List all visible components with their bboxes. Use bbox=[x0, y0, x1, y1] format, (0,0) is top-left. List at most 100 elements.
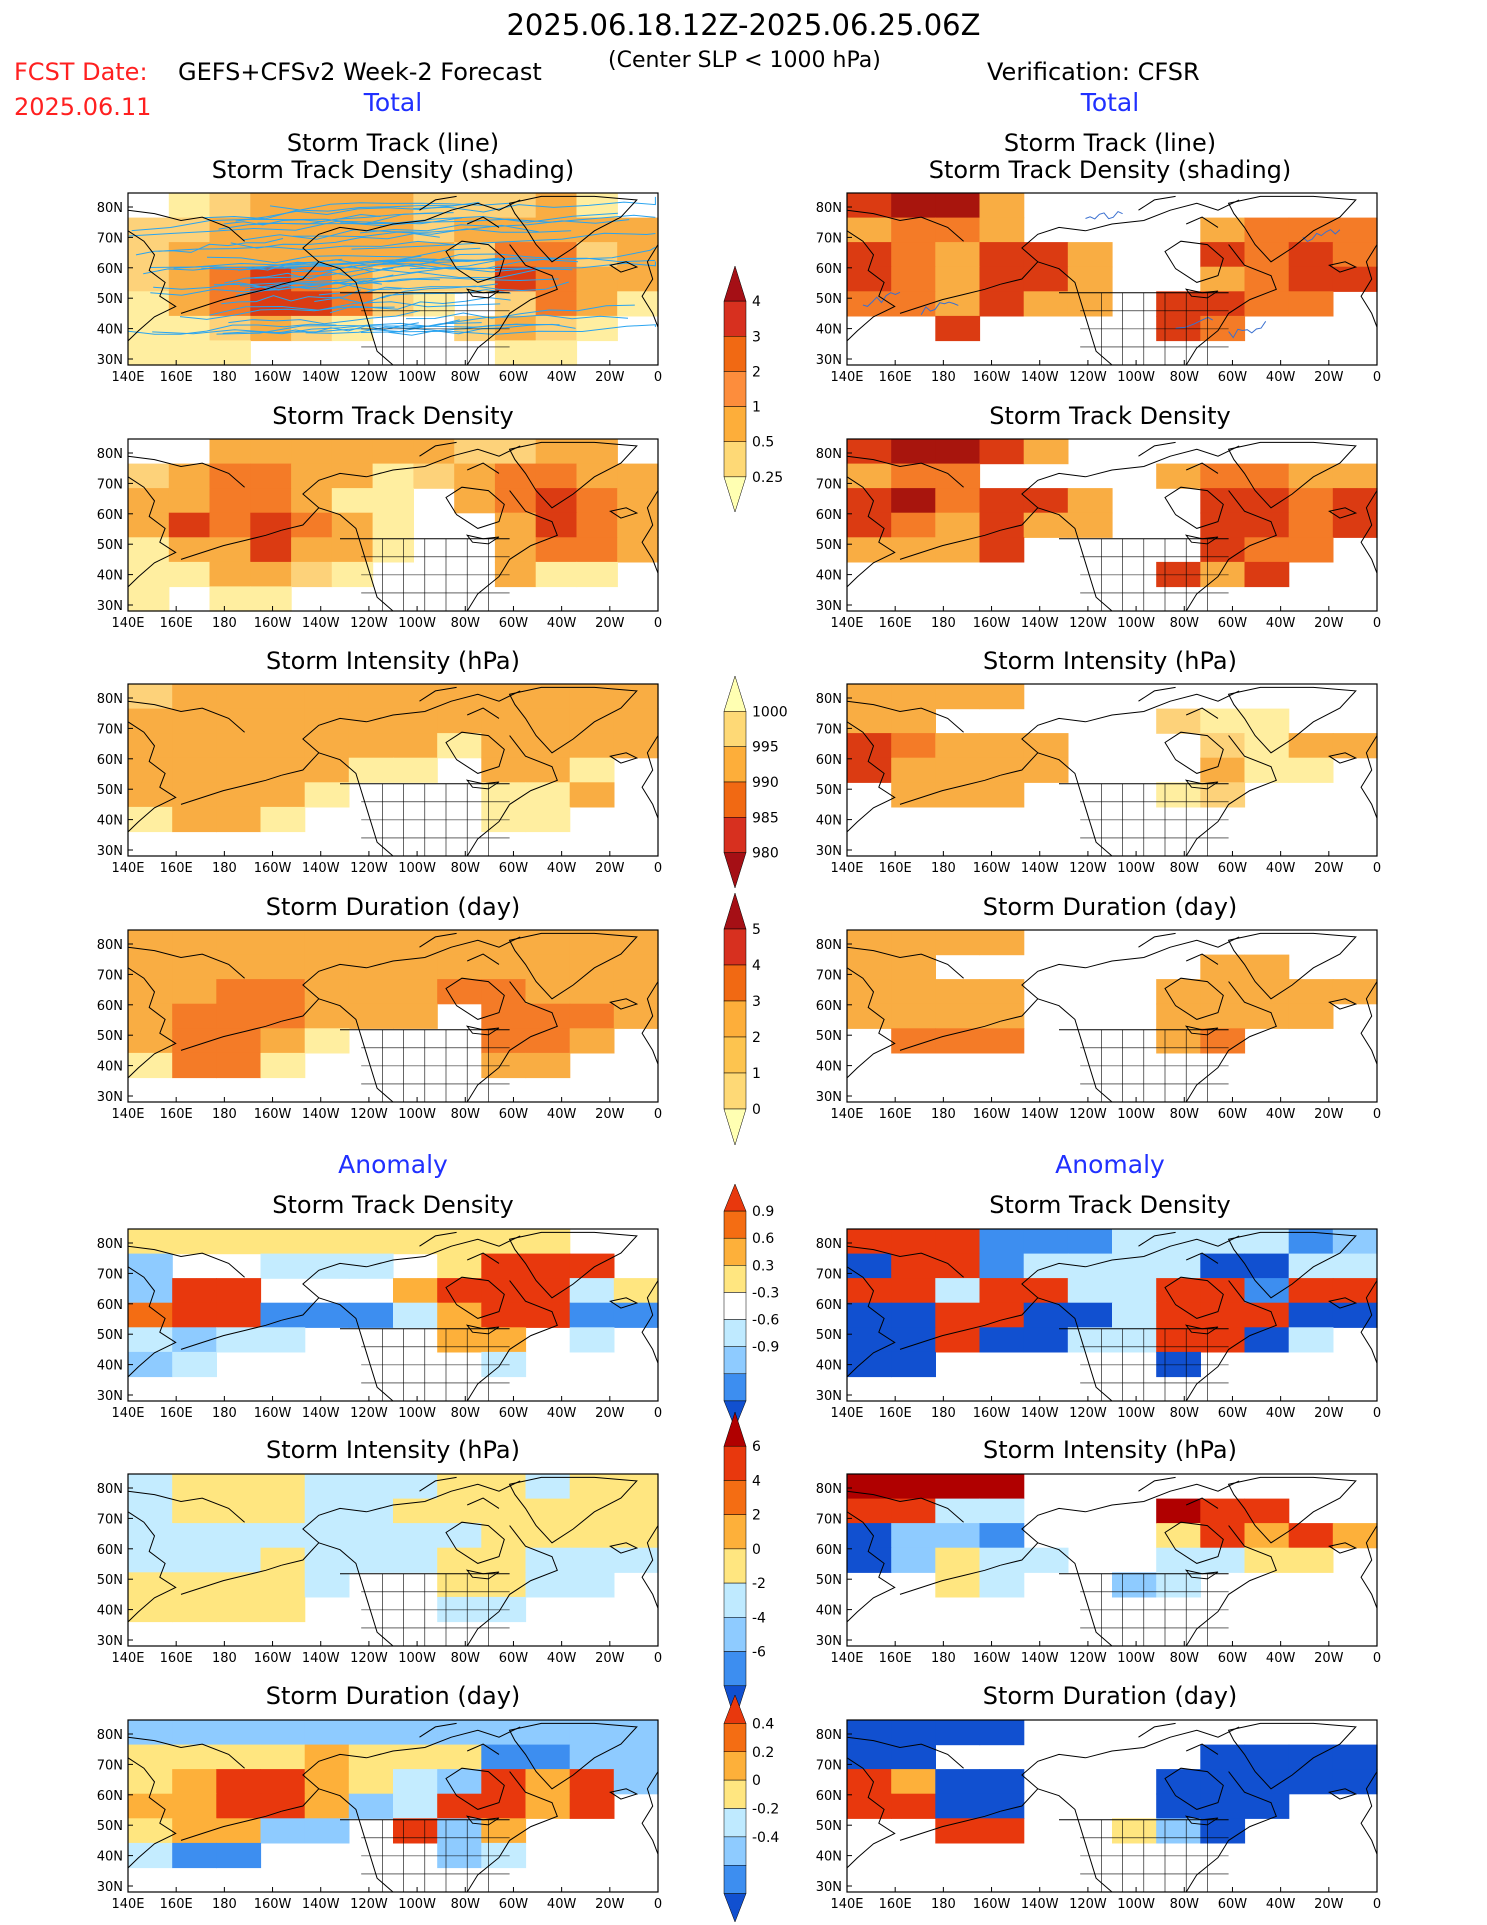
shading-cell bbox=[1288, 537, 1334, 563]
shading-cell bbox=[216, 1278, 262, 1304]
colorbar-arrow-top bbox=[723, 265, 747, 302]
lon-label: 180 bbox=[212, 1651, 237, 1666]
lat-label: 70N bbox=[816, 1758, 842, 1773]
shading-cell bbox=[1244, 537, 1290, 563]
shading-cell bbox=[891, 1474, 936, 1500]
lat-label: 30N bbox=[97, 1090, 123, 1105]
lat-label: 70N bbox=[816, 1267, 842, 1282]
shading-cell bbox=[569, 979, 615, 1005]
lat-label: 80N bbox=[97, 1728, 123, 1743]
shading-cell bbox=[569, 782, 615, 808]
coastline bbox=[127, 1245, 245, 1278]
shading-cell bbox=[935, 1003, 981, 1029]
shading-cell bbox=[979, 1278, 1025, 1304]
right-panel-1-state-borders bbox=[1080, 292, 1229, 365]
shading-cell bbox=[935, 1523, 981, 1549]
shading-cell bbox=[935, 537, 981, 563]
shading-cell bbox=[437, 1720, 482, 1746]
shading-cell bbox=[128, 1327, 173, 1353]
lat-label: 40N bbox=[816, 569, 842, 584]
shading-cell bbox=[494, 537, 537, 563]
shading-cell bbox=[1200, 1253, 1246, 1279]
shading-cell bbox=[1156, 782, 1201, 808]
left-panel-1-coastlines bbox=[127, 195, 659, 366]
shading-cell bbox=[348, 954, 394, 980]
shading-cell bbox=[168, 463, 211, 489]
coastline bbox=[127, 476, 177, 588]
right-panel-3-state-borders bbox=[1080, 783, 1229, 856]
shading-cell bbox=[935, 439, 981, 465]
lat-label: 40N bbox=[816, 1850, 842, 1865]
lon-label: 0 bbox=[1373, 1107, 1381, 1122]
coastline bbox=[466, 490, 558, 612]
shading-cell bbox=[128, 979, 173, 1005]
lon-label: 160W bbox=[254, 616, 292, 631]
shading-cell bbox=[1332, 1253, 1378, 1279]
shading-cell bbox=[216, 733, 262, 759]
colorbar-label: 0.6 bbox=[752, 1231, 774, 1247]
coastline bbox=[1328, 1788, 1358, 1800]
lat-label: 30N bbox=[97, 1634, 123, 1649]
coastline bbox=[1138, 932, 1219, 965]
lon-label: 160E bbox=[879, 616, 912, 631]
shading-cell bbox=[216, 1327, 262, 1353]
coastline bbox=[508, 1476, 638, 1544]
shading-cell bbox=[1244, 1327, 1290, 1353]
left-panel-5-coastlines bbox=[127, 1231, 659, 1402]
shading-cell bbox=[331, 439, 374, 465]
shading-cell bbox=[260, 1744, 306, 1770]
coastline bbox=[846, 721, 896, 833]
right-panel-7-shading bbox=[847, 1720, 1378, 1844]
shading-cell bbox=[979, 439, 1025, 465]
right-map-panel-6: 80N 70N 60N 50N 40N 30N 140E 160E 180 160W 140W 120… bbox=[816, 1473, 1381, 1666]
shading-cell bbox=[1200, 291, 1246, 317]
storm-track-line bbox=[351, 232, 656, 250]
lon-label: 160W bbox=[254, 1651, 292, 1666]
colorbar-swatch bbox=[723, 711, 747, 747]
lat-label: 60N bbox=[816, 999, 842, 1014]
shading-cell bbox=[168, 291, 211, 317]
shading-cell bbox=[348, 979, 394, 1005]
left-panel-7-title: Storm Duration (day) bbox=[265, 1682, 521, 1710]
shading-cell bbox=[481, 930, 527, 956]
colorbar-arrow-top bbox=[723, 675, 747, 712]
lat-label: 70N bbox=[97, 1758, 123, 1773]
shading-cell bbox=[291, 463, 333, 489]
shading-cell bbox=[250, 537, 292, 563]
coastline bbox=[1000, 1262, 1086, 1321]
lon-label: 20W bbox=[595, 1897, 625, 1912]
shading-cell bbox=[891, 1744, 936, 1770]
colorbar-arrow-bottom bbox=[723, 1893, 747, 1923]
coastline bbox=[1138, 195, 1219, 228]
shading-cell bbox=[437, 733, 482, 759]
shading-cell bbox=[979, 488, 1025, 514]
shading-cell bbox=[481, 1572, 527, 1598]
lat-label: 60N bbox=[816, 262, 842, 277]
colorbar-swatch bbox=[723, 1265, 747, 1293]
right-panel-7-frame bbox=[846, 1719, 1378, 1893]
left-panel-3-coastlines bbox=[127, 686, 659, 857]
coastline bbox=[281, 1262, 367, 1321]
lon-label: 40W bbox=[1266, 616, 1296, 631]
right-panel-4-title: Storm Duration (day) bbox=[982, 893, 1238, 921]
shading-cell bbox=[847, 439, 892, 465]
storm-track-line bbox=[158, 240, 455, 252]
coastline bbox=[1328, 1297, 1358, 1309]
lon-label: 0 bbox=[654, 1107, 662, 1122]
lat-label: 60N bbox=[816, 753, 842, 768]
shading-cell bbox=[128, 1052, 173, 1079]
coastline bbox=[445, 731, 505, 774]
coastline bbox=[1037, 507, 1113, 612]
shading-cell bbox=[979, 1547, 1025, 1573]
shading-cell bbox=[1288, 1523, 1334, 1549]
shading-cell bbox=[1288, 733, 1334, 759]
colorbar-label: 3 bbox=[752, 329, 761, 345]
lat-label: 50N bbox=[97, 1573, 123, 1588]
lon-label: 20W bbox=[1314, 1406, 1344, 1421]
right-panel-2-frame bbox=[846, 438, 1378, 612]
coastline bbox=[899, 1810, 1001, 1841]
coastline bbox=[1227, 1231, 1357, 1299]
lat-label: 40N bbox=[97, 1359, 123, 1374]
lon-label: 40W bbox=[547, 1897, 577, 1912]
shading-cell bbox=[1156, 1278, 1201, 1304]
